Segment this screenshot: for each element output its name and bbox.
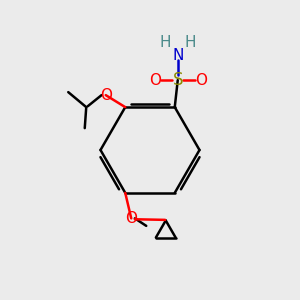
Text: O: O xyxy=(195,73,207,88)
Text: O: O xyxy=(100,88,112,103)
Text: H: H xyxy=(184,34,196,50)
Text: S: S xyxy=(172,71,183,89)
Text: O: O xyxy=(149,73,161,88)
Text: O: O xyxy=(125,211,137,226)
Text: N: N xyxy=(172,48,183,63)
Text: H: H xyxy=(159,34,171,50)
